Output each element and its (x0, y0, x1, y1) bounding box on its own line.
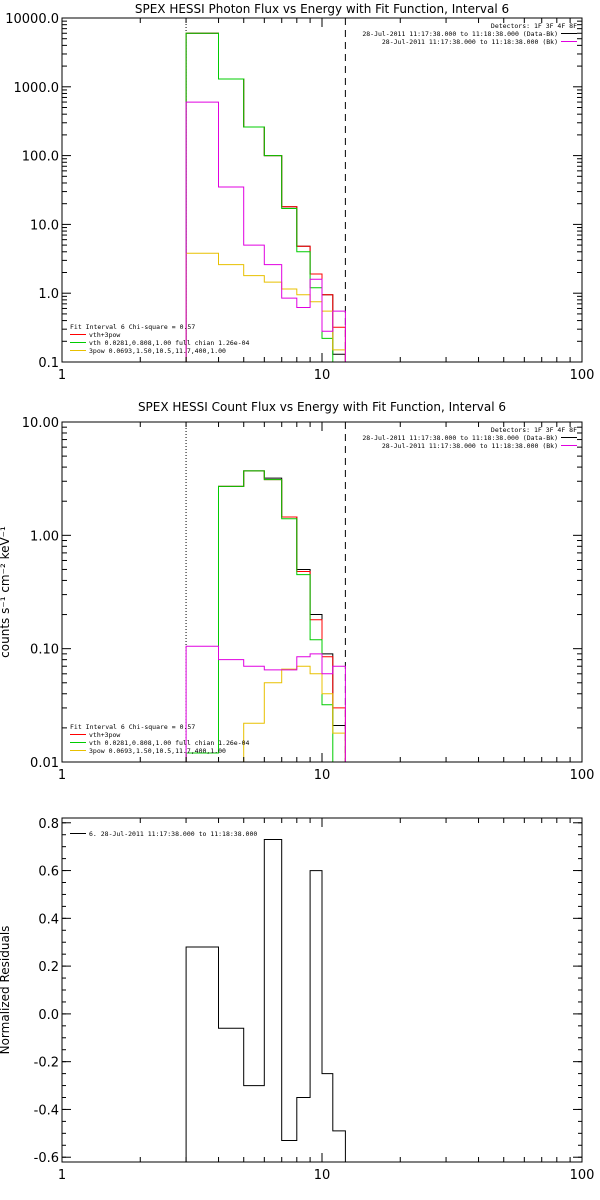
y-tick-label: -0.6 (34, 1151, 59, 1166)
x-tick-label: 1 (58, 1168, 66, 1183)
x-tick-label: 1 (58, 768, 66, 783)
x-tick-label: 10 (314, 1168, 331, 1183)
series-line-0 (185, 470, 346, 762)
x-tick-label: 10 (314, 768, 331, 783)
chart-title: SPEX HESSI Photon Flux vs Energy with Fi… (135, 2, 509, 16)
series-line-2 (185, 32, 346, 362)
fit-legend-header: Fit Interval 6 Chi-square = 0.57 (70, 323, 195, 331)
y-tick-label: 1.00 (30, 529, 59, 544)
chart-panel-2: SPEX HESSI Count Flux vs Energy with Fit… (0, 400, 595, 783)
legend-label: 28-Jul-2011 11:17:38.000 to 11:18:38.000… (382, 38, 558, 46)
fit-legend-header: Fit Interval 6 Chi-square = 0.57 (70, 723, 195, 731)
y-tick-label: 0.6 (38, 865, 59, 880)
fit-legend-label: 3pow 0.0693,1.50,10.5,11.7,400,1.00 (89, 347, 226, 355)
x-tick-label: 100 (570, 1168, 595, 1183)
y-tick-label: 10.00 (22, 416, 59, 431)
fit-legend-label: vth 0.0281,0.808,1.00 full chian 1.26e-0… (89, 739, 250, 747)
series-group (185, 470, 346, 762)
y-tick-label: 1.0 (38, 287, 59, 302)
fit-legend-label: vth+3pow (89, 331, 120, 339)
y-tick-label: -0.4 (34, 1103, 59, 1118)
chart-title: SPEX HESSI Count Flux vs Energy with Fit… (138, 400, 506, 414)
y-tick-label: 0.1 (38, 356, 59, 371)
x-tick-label: 100 (570, 368, 595, 383)
y-tick-label: 0.0 (38, 1008, 59, 1023)
y-tick-label: 0.01 (30, 756, 59, 771)
y-axis-label: counts s⁻¹ cm⁻² keV⁻¹ (0, 526, 12, 658)
legend-label: 28-Jul-2011 11:17:38.000 to 11:18:38.000… (362, 434, 558, 442)
series-line-3 (185, 252, 346, 362)
legend-label: 6. 28-Jul-2011 11:17:38.000 to 11:18:38.… (89, 830, 257, 838)
plot-frame (61, 421, 583, 763)
fit-legend-label: vth+3pow (89, 731, 120, 739)
y-tick-label: -0.2 (34, 1056, 59, 1071)
x-tick-label: 10 (314, 368, 331, 383)
legend-label: 28-Jul-2011 11:17:38.000 to 11:18:38.000… (382, 442, 558, 450)
series-line-0 (185, 839, 346, 1162)
y-tick-label: 0.10 (30, 643, 59, 658)
y-tick-label: 10.0 (30, 218, 59, 233)
y-tick-label: 100.0 (22, 150, 59, 165)
y-tick-label: 0.4 (38, 912, 59, 927)
series-line-4 (185, 101, 346, 362)
legend-header: Detectors: 1F 3F 4F 8F (491, 22, 577, 30)
x-tick-label: 1 (58, 368, 66, 383)
chart-panel-1: SPEX HESSI Photon Flux vs Energy with Fi… (5, 2, 594, 383)
series-line-4 (185, 645, 346, 762)
series-line-3 (185, 665, 346, 762)
x-tick-label: 100 (570, 768, 595, 783)
y-tick-label: 10000.0 (5, 12, 59, 27)
y-tick-label: 0.8 (38, 817, 59, 832)
fit-legend-label: 3pow 0.0693,1.50,10.5,11.7,400,1.00 (89, 747, 226, 755)
fit-legend-label: vth 0.0281,0.808,1.00 full chian 1.26e-0… (89, 339, 250, 347)
chart-panel-3: Normalized Residuals 1 10 100 -0.6 -0.4 -0.2 0.… (0, 817, 594, 1183)
legend-header: Detectors: 1F 3F 4F 8F (491, 426, 577, 434)
y-tick-label: 1000.0 (14, 81, 60, 96)
series-group (185, 32, 346, 362)
legend-label: 28-Jul-2011 11:17:38.000 to 11:18:38.000… (362, 30, 558, 38)
y-tick-label: 0.2 (38, 960, 59, 975)
y-axis-label: Normalized Residuals (0, 926, 12, 1055)
series-line-2 (185, 470, 346, 762)
series-group (185, 839, 346, 1162)
